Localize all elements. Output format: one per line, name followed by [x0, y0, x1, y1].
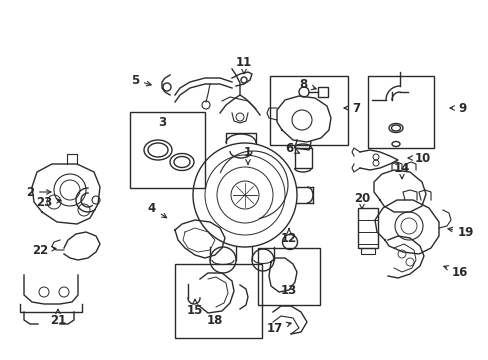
Text: 8: 8 [299, 78, 316, 91]
Text: 3: 3 [158, 116, 166, 129]
Text: 4: 4 [147, 202, 166, 218]
Text: 12: 12 [280, 229, 297, 244]
Text: 22: 22 [32, 243, 56, 256]
Text: 6: 6 [284, 141, 299, 154]
Text: 16: 16 [443, 266, 468, 279]
Bar [130, 112, 204, 188]
Text: 1: 1 [244, 145, 251, 164]
Text: 21: 21 [50, 309, 66, 327]
Text: 5: 5 [130, 73, 151, 86]
Text: 19: 19 [447, 225, 473, 238]
Text: 20: 20 [353, 192, 369, 209]
Text: 10: 10 [407, 152, 430, 165]
Bar [317, 87, 327, 97]
Text: 2: 2 [26, 185, 51, 198]
Bar [357, 208, 377, 248]
Bar [269, 76, 347, 145]
Text: 13: 13 [280, 284, 297, 297]
Bar [258, 248, 319, 305]
Bar [360, 248, 374, 254]
Text: 7: 7 [344, 102, 359, 114]
Text: 14: 14 [393, 162, 409, 179]
Bar [294, 148, 311, 168]
Text: 15: 15 [186, 299, 203, 316]
Text: 23: 23 [36, 195, 61, 208]
Text: 18: 18 [206, 314, 223, 327]
Bar [367, 76, 433, 148]
Text: 17: 17 [266, 321, 290, 334]
Text: 9: 9 [449, 102, 465, 114]
Text: 11: 11 [235, 57, 252, 74]
Bar [175, 264, 262, 338]
